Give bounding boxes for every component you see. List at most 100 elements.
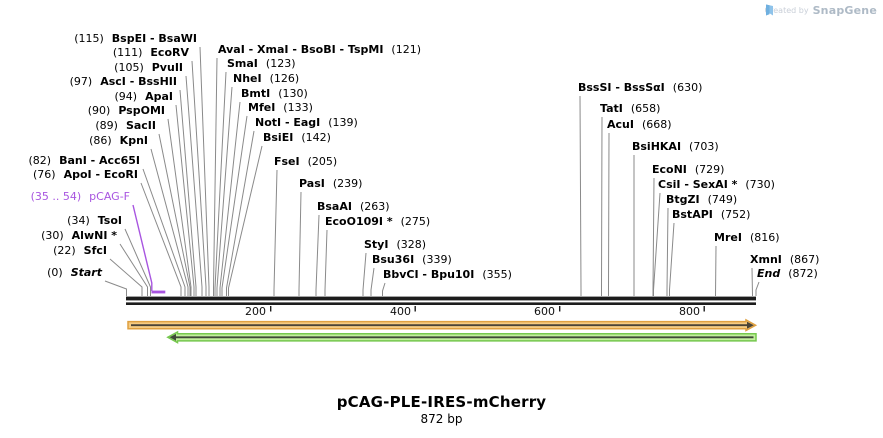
site-label-csii-sexai[interactable]: CsiI - SexAI * (730) [658,178,775,192]
site-name: SacII [125,119,156,132]
site-pos: (630) [672,81,703,94]
leader-line [273,169,278,296]
site-label-sacii[interactable]: (89) SacII [95,119,156,133]
site-label-acui[interactable]: AcuI (668) [607,118,672,132]
site-label-asci-bsshii[interactable]: (97) AscI - BssHII [70,75,177,89]
site-name: EcoO109I * [325,215,393,228]
site-label-pasi[interactable]: PasI (239) [299,177,362,191]
site-pos: (130) [278,87,308,100]
ruler-label-200: 200 [245,305,266,318]
site-pos: (339) [422,253,452,266]
site-label-bmti[interactable]: BmtI (130) [241,87,308,101]
site-label-econi[interactable]: EcoNI (729) [652,163,724,177]
site-label-bstapi[interactable]: BstAPI (752) [672,208,750,222]
site-name: PspOMI [118,104,165,117]
leader-line [104,280,127,296]
site-label-kpni[interactable]: (86) KpnI [89,134,148,148]
sequence-bar[interactable] [126,296,756,305]
site-pos: (89) [95,119,118,132]
site-pos: (658) [630,102,661,115]
site-pos: (82) [28,154,52,167]
site-pos: (22) [53,244,76,257]
site-label-ecoo109i[interactable]: EcoO109I * (275) [325,215,430,229]
site-label-ecorv[interactable]: (111) EcoRV [113,46,189,60]
site-label-noti-eagi[interactable]: NotI - EagI (139) [255,116,358,130]
site-label-apai[interactable]: (94) ApaI [115,90,174,104]
leader-line [715,245,717,297]
site-pos: (123) [265,57,296,70]
site-label-bsaai[interactable]: BsaAI (263) [317,200,390,214]
site-label-bsu36i[interactable]: Bsu36I (339) [372,253,452,267]
site-name: MreI [714,231,742,244]
site-label-nhei[interactable]: NheI (126) [233,72,299,86]
site-pos: (121) [391,43,422,56]
leader-line [669,222,675,296]
site-label-mfei[interactable]: MfeI (133) [248,101,313,115]
site-label-pspomi[interactable]: (90) PspOMI [88,104,165,118]
marker-pos: (872) [788,267,818,280]
primer-name: pCAG-F [89,190,130,203]
site-name: PvuII [151,61,183,74]
site-name: MfeI [248,101,276,114]
site-label-bspei-bsawi[interactable]: (115) BspEI - BsaWI [74,32,197,46]
site-name: BsaAI [317,200,352,213]
site-pos: (115) [74,32,104,45]
site-name: Bsu36I [372,253,415,266]
primer-pos: (35 .. 54) [30,190,82,203]
leader-line [382,282,386,296]
marker-label-start: (0) Start [47,266,102,280]
site-label-bsssi[interactable]: BssSI - BssSαI (630) [578,81,702,95]
site-name: StyI [364,238,389,251]
primer-feature-bar[interactable] [151,290,166,294]
site-pos: (816) [749,231,780,244]
site-label-alwni[interactable]: (30) AlwNI * [41,229,117,243]
site-pos: (749) [707,193,738,206]
site-label-sfci[interactable]: (22) SfcI [53,244,107,258]
primer-label-pcag-f[interactable]: (35 .. 54) pCAG-F [31,190,130,204]
site-label-btgzi[interactable]: BtgZI (749) [666,193,737,207]
site-label-bsiei[interactable]: BsiEI (142) [263,131,331,145]
leader-line [315,214,320,296]
marker-pos: (0) [47,266,63,279]
site-label-tsoi[interactable]: (34) TsoI [67,214,122,228]
site-label-avai-xmai-bsobi-tspmi[interactable]: AvaI - XmaI - BsoBI - TspMI (121) [218,43,421,57]
leader-line [142,168,186,296]
site-name: CsiI - SexAI * [658,178,738,191]
ruler-tick [559,306,561,312]
ruler-tick [414,306,416,312]
site-name: SfcI [83,244,107,257]
site-label-xmni[interactable]: XmnI (867) [750,253,819,267]
site-pos: (275) [400,215,431,228]
site-label-styi[interactable]: StyI (328) [364,238,426,252]
site-name: BbvCI - Bpu10I [383,268,475,281]
site-pos: (668) [641,118,672,131]
forward-arrowhead-icon [747,321,754,329]
site-name: BmtI [241,87,271,100]
site-name: EcoRV [150,46,189,59]
site-name: TatI [600,102,623,115]
site-label-pvuii[interactable]: (105) PvuII [114,61,183,75]
site-label-apoi-ecori[interactable]: (76) ApoI - EcoRI [33,168,138,182]
site-name: TsoI [97,214,122,227]
site-label-bsihkai[interactable]: BsiHKAI (703) [632,140,719,154]
site-label-smai[interactable]: SmaI (123) [227,57,296,71]
site-label-tati[interactable]: TatI (658) [600,102,660,116]
leader-line [175,104,195,296]
snapgene-credit: Created by SnapGene [765,4,877,17]
site-pos: (126) [269,72,300,85]
site-name: ApaI [145,90,173,103]
credit-brand: SnapGene [812,4,877,17]
site-pos: (703) [689,140,719,153]
leader-line [158,133,191,296]
site-label-fsei[interactable]: FseI (205) [274,155,337,169]
site-pos: (867) [789,253,820,266]
forward-feature-arrow[interactable] [127,318,758,332]
leader-line [167,118,192,296]
reverse-feature-arrow[interactable] [166,330,757,344]
site-name: BsiHKAI [632,140,682,153]
site-label-bani-acc65i[interactable]: (82) BanI - Acc65I [28,154,140,168]
site-label-bbvci-bpu10i[interactable]: BbvCI - Bpu10I (355) [383,268,512,282]
leader-line [185,75,203,296]
site-label-mrei[interactable]: MreI (816) [714,231,780,245]
